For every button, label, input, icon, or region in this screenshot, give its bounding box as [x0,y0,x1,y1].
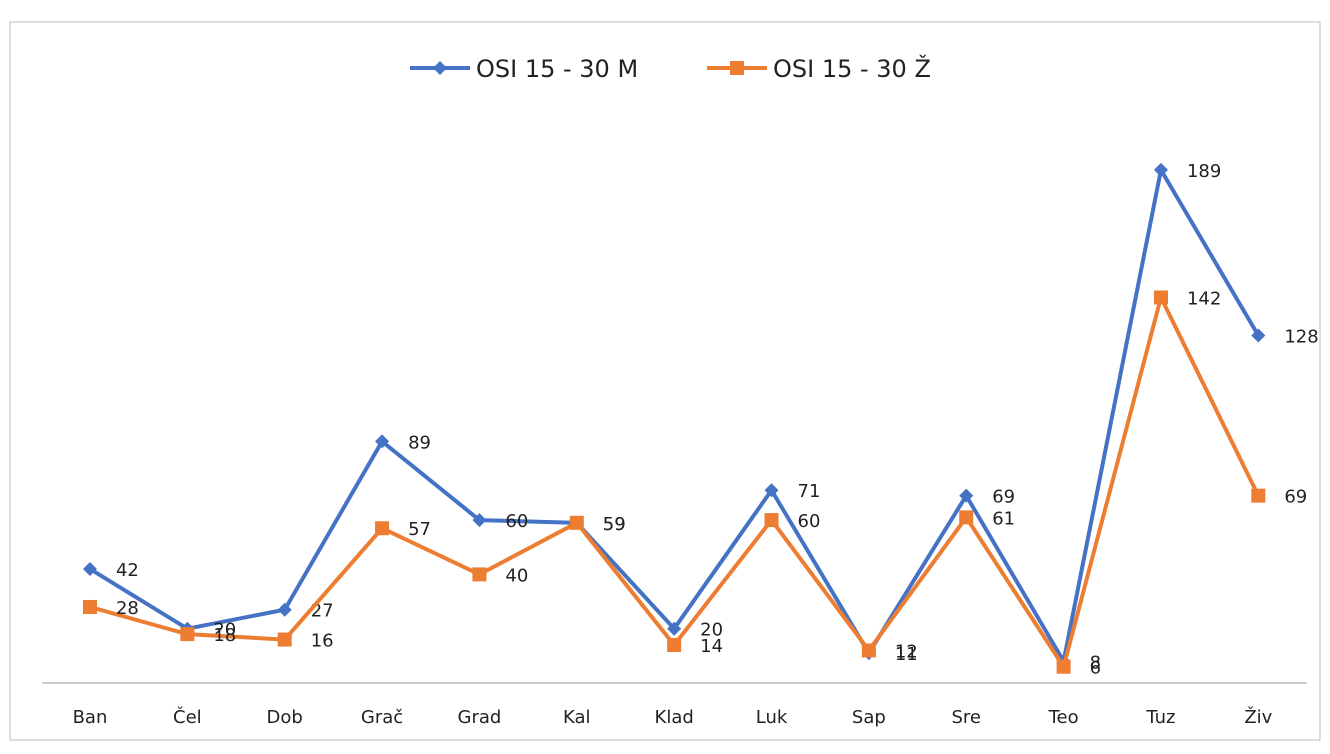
marker [730,61,744,75]
marker [1153,290,1168,305]
marker [1251,488,1266,503]
x-tick-label: Grač [361,707,403,728]
data-label: 60 [505,511,528,532]
x-tick-label: Dob [267,707,303,728]
x-tick-label: Tuz [1145,707,1175,728]
marker [82,599,97,614]
marker [569,515,584,530]
data-label: 6 [1090,658,1101,679]
data-label: 142 [1187,288,1221,309]
marker [180,627,195,642]
marker [1251,328,1266,343]
x-tick-label: Klad [655,707,694,728]
data-label: 28 [116,598,139,619]
marker [959,510,974,525]
marker [277,602,292,617]
marker [472,513,487,528]
data-label: 42 [116,560,139,581]
data-label: 189 [1187,161,1221,182]
data-label: 60 [798,511,821,532]
marker [959,488,974,503]
data-label: 61 [992,508,1015,529]
marker [667,637,682,652]
data-label: 14 [700,636,723,657]
x-tick-label: Sre [951,707,981,728]
data-label: 59 [603,514,626,535]
data-label: 40 [505,565,528,586]
x-tick-label: Grad [458,707,502,728]
legend-label: OSI 15 - 30 M [476,55,638,83]
data-label: 8 [1090,652,1101,673]
marker [1056,659,1071,674]
data-label: 18 [213,625,236,646]
data-label: 16 [311,631,334,652]
marker [375,434,390,449]
marker [82,561,97,576]
data-label: 59 [603,514,626,535]
data-label: 128 [1284,326,1318,347]
marker [764,483,779,498]
x-tick-label: Čel [173,706,202,728]
data-label: 12 [895,641,918,662]
x-tick-label: Teo [1048,707,1079,728]
data-label: 57 [408,519,431,540]
legend-label: OSI 15 - 30 Ž [773,54,931,83]
marker [277,632,292,647]
data-label: 89 [408,432,431,453]
data-label: 11 [895,644,918,665]
marker [472,567,487,582]
x-tick-label: Ban [73,707,108,728]
data-label: 71 [798,481,821,502]
x-tick-label: Luk [756,707,788,728]
marker [861,643,876,658]
data-label: 69 [992,487,1015,508]
marker [764,513,779,528]
marker [375,521,390,536]
marker [1153,162,1168,177]
x-tick-label: Živ [1244,706,1272,728]
marker [433,61,447,75]
x-tick-label: Sap [852,707,886,728]
x-tick-label: Kal [563,707,591,728]
marker [667,621,682,636]
data-label: 69 [1284,487,1307,508]
data-label: 20 [700,620,723,641]
